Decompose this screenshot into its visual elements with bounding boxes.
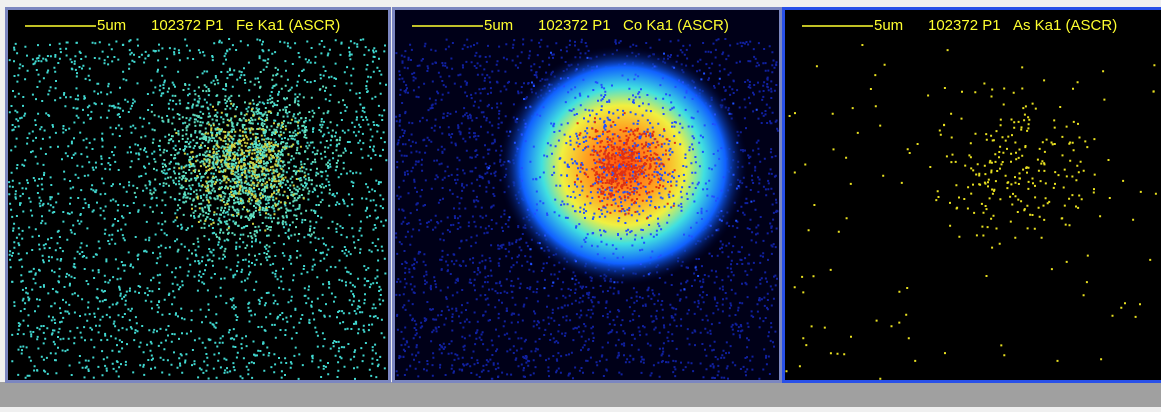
map-panel: 5um 102372 P1 As Ka1 (ASCR) bbox=[782, 7, 1161, 383]
sample-label: 102372 P1 bbox=[928, 17, 1001, 34]
page: 5um 102372 P1 Fe Ka1 (ASCR) 5um 102372 P1 Co … bbox=[0, 0, 1161, 407]
sample-label: 102372 P1 bbox=[151, 17, 224, 34]
element-label: As Ka1 (ASCR) bbox=[1013, 17, 1117, 34]
map-panel: 5um 102372 P1 Co Ka1 (ASCR) bbox=[392, 7, 782, 383]
scale-label: 5um bbox=[874, 17, 903, 34]
element-label: Fe Ka1 (ASCR) bbox=[236, 17, 340, 34]
element-label: Co Ka1 (ASCR) bbox=[623, 17, 729, 34]
map-image bbox=[785, 10, 1161, 380]
scale-label: 5um bbox=[484, 17, 513, 34]
map-panel: 5um 102372 P1 Fe Ka1 (ASCR) bbox=[5, 7, 391, 383]
map-image bbox=[8, 10, 388, 380]
scale-label: 5um bbox=[97, 17, 126, 34]
sample-label: 102372 P1 bbox=[538, 17, 611, 34]
status-bar bbox=[0, 382, 1161, 407]
map-viewer: 5um 102372 P1 Fe Ka1 (ASCR) 5um 102372 P1 Co … bbox=[0, 0, 1161, 407]
